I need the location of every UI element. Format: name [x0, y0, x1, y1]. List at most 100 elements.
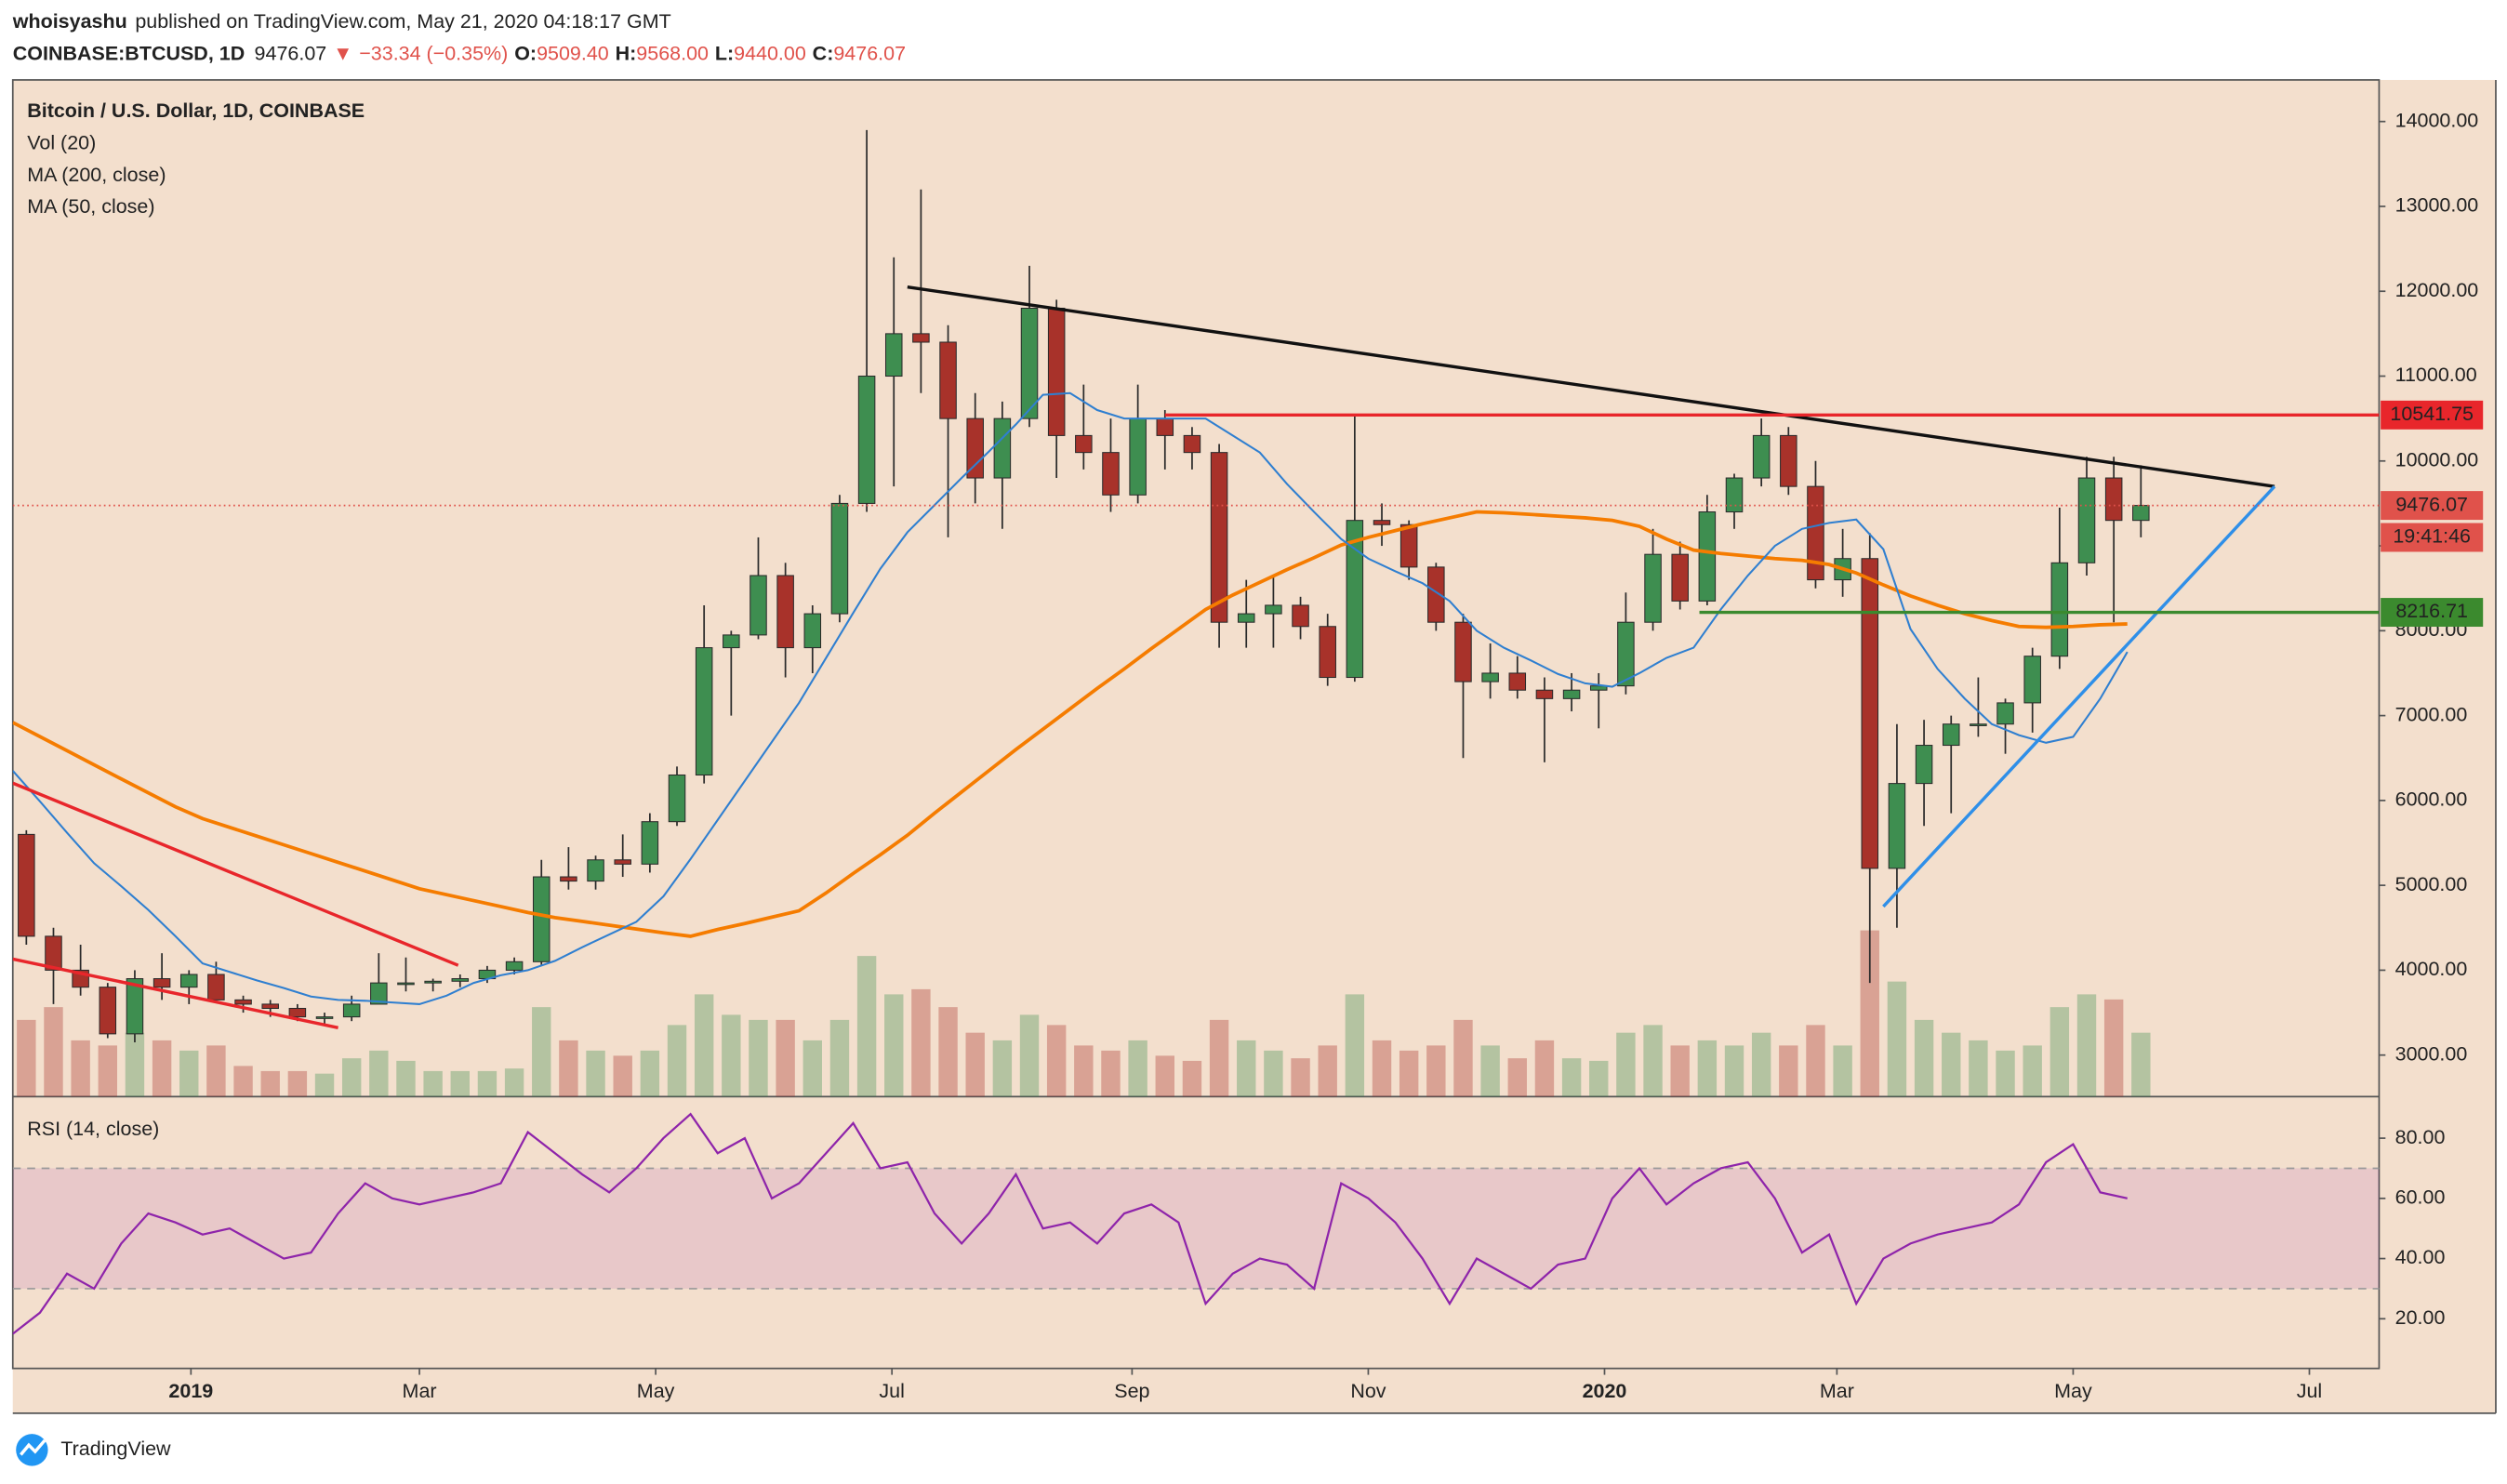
y-tick-label: 14000.00	[2395, 109, 2479, 131]
y-tick-label: 6000.00	[2395, 788, 2468, 811]
volume-bar	[233, 1066, 253, 1097]
volume-bar	[1779, 1045, 1798, 1097]
volume-bar	[396, 1060, 416, 1097]
volume-bar	[1074, 1045, 1094, 1097]
volume-bar	[2131, 1032, 2151, 1097]
volume-bar	[559, 1040, 578, 1097]
candle-body	[1183, 434, 1201, 454]
logo-mark	[20, 1438, 46, 1456]
x-tick-label: 2020	[1583, 1380, 1627, 1402]
candle-body	[993, 417, 1012, 479]
candle-body	[614, 859, 631, 865]
candle-body	[1292, 604, 1309, 628]
volume-bar	[1155, 1055, 1174, 1097]
volume-bar	[938, 1007, 958, 1097]
volume-bar	[722, 1014, 741, 1097]
trendline	[12, 957, 338, 1029]
x-tick-label: Sep	[1114, 1380, 1149, 1402]
volume-bar	[776, 1019, 795, 1097]
legend-entry: MA (50, close)	[27, 195, 154, 218]
volume-bar	[1833, 1045, 1852, 1097]
volume-bar	[1209, 1019, 1229, 1097]
candle-body	[1562, 689, 1581, 699]
candle-body	[1942, 723, 1960, 747]
ohlc-value: 9440.00	[734, 42, 806, 64]
ohlc-label: O:	[514, 42, 537, 64]
volume-bar	[287, 1070, 308, 1097]
change: −33.34 (−0.35%)	[359, 42, 508, 64]
trendline	[907, 285, 2275, 488]
candle-body	[397, 982, 415, 986]
candle-body	[1780, 434, 1797, 487]
countdown-box	[2381, 523, 2484, 552]
volume-bar	[1914, 1019, 1934, 1097]
candle-body	[1481, 672, 1499, 682]
candle-body	[1102, 452, 1120, 496]
volume-bar	[1453, 1019, 1473, 1097]
candle-body	[1454, 621, 1472, 682]
ohlc-value: 9509.40	[537, 42, 609, 64]
volume-bar	[911, 988, 931, 1097]
volume-bar	[260, 1070, 280, 1097]
axes: 2019 Mar May Jul Sep Nov 2020 Mar May Jul 3000.00 4…	[168, 109, 2484, 1402]
candle-body	[830, 502, 849, 615]
volume-bar	[2103, 999, 2124, 1097]
candle-body	[315, 1016, 334, 1019]
level-label: 10541.75	[2390, 403, 2474, 425]
volume-bar	[1507, 1058, 1527, 1097]
candle-body	[1373, 520, 1391, 525]
volume-bar	[1101, 1050, 1121, 1097]
candle-body	[560, 876, 577, 882]
countdown-label: 19:41:46	[2393, 525, 2471, 548]
volume-bar	[1887, 981, 1907, 1097]
candle-body	[1075, 434, 1093, 454]
candle-body	[2077, 477, 2096, 563]
y-tick-label: 80.00	[2395, 1126, 2446, 1148]
candle-body	[1156, 417, 1174, 436]
volume-bar	[206, 1045, 226, 1097]
volume-bar	[17, 1019, 36, 1097]
volume-bar	[532, 1007, 551, 1097]
legend-entry: MA (200, close)	[27, 164, 166, 186]
y-tick-label: 7000.00	[2395, 703, 2468, 725]
volume-bar	[803, 1040, 822, 1097]
chart-title: Bitcoin / U.S. Dollar, 1D, COINBASE	[27, 99, 365, 122]
footer-brand: TradingView	[60, 1438, 171, 1460]
price-pane	[12, 129, 2380, 1097]
candle-body	[261, 1003, 279, 1010]
candle-body	[1265, 604, 1282, 615]
volume-bar	[640, 1050, 660, 1097]
x-tick-label: May	[637, 1380, 675, 1402]
candle-body	[587, 859, 604, 882]
x-tick-label: Jul	[2297, 1380, 2322, 1402]
y-tick-label: 11000.00	[2395, 364, 2477, 386]
rsi-line	[12, 1112, 2128, 1335]
candle-body	[803, 613, 822, 649]
ohlc-label: H:	[616, 42, 637, 64]
ma-line	[12, 391, 2129, 1005]
volume-bar	[1942, 1032, 1961, 1097]
volume-bar	[1291, 1058, 1310, 1097]
volume-bar	[1128, 1040, 1147, 1097]
candle-body	[45, 935, 62, 971]
trendline	[1882, 484, 2276, 908]
volume-bar	[341, 1058, 362, 1097]
volume-bar	[1670, 1045, 1690, 1097]
last-price-label: 9476.07	[2395, 493, 2468, 515]
candle-body	[668, 774, 686, 823]
footer-logo: TradingView	[16, 1434, 171, 1466]
volume-bar	[1616, 1032, 1636, 1097]
ohlc-label: C:	[813, 42, 834, 64]
candle-body	[749, 575, 767, 636]
volume-bar	[314, 1073, 335, 1097]
candle-body	[153, 978, 171, 988]
candle-body	[234, 999, 252, 1005]
x-tick-label: 2019	[168, 1380, 213, 1402]
rsi-pane	[12, 1112, 2380, 1335]
price: 9476.07	[255, 42, 327, 64]
volume-bar	[1860, 930, 1879, 1097]
candle-body	[939, 341, 957, 419]
volume-bar	[667, 1025, 687, 1097]
